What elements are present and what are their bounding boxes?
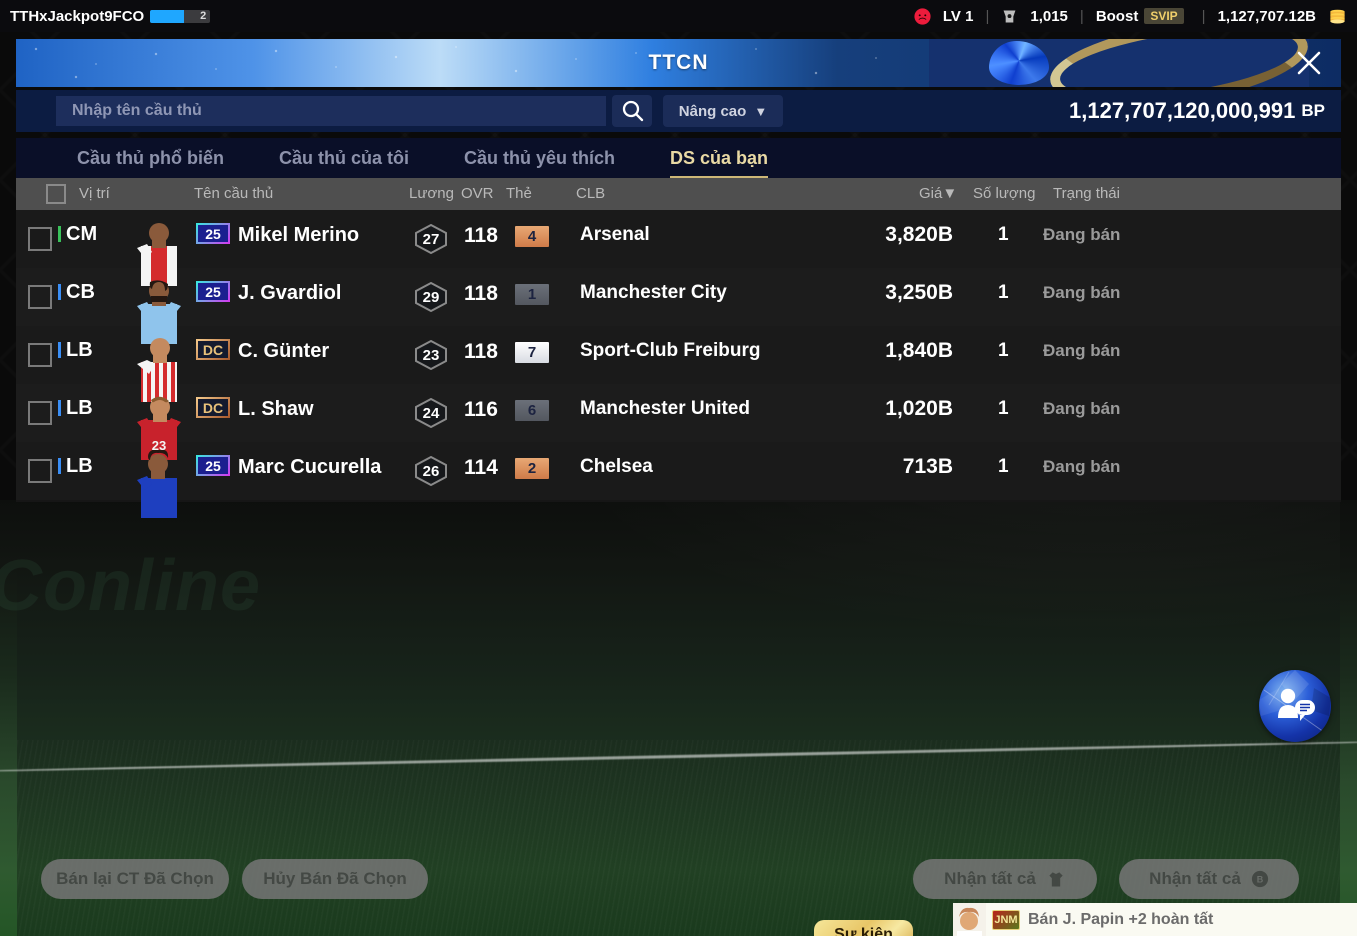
svg-text:B: B bbox=[1257, 875, 1264, 885]
